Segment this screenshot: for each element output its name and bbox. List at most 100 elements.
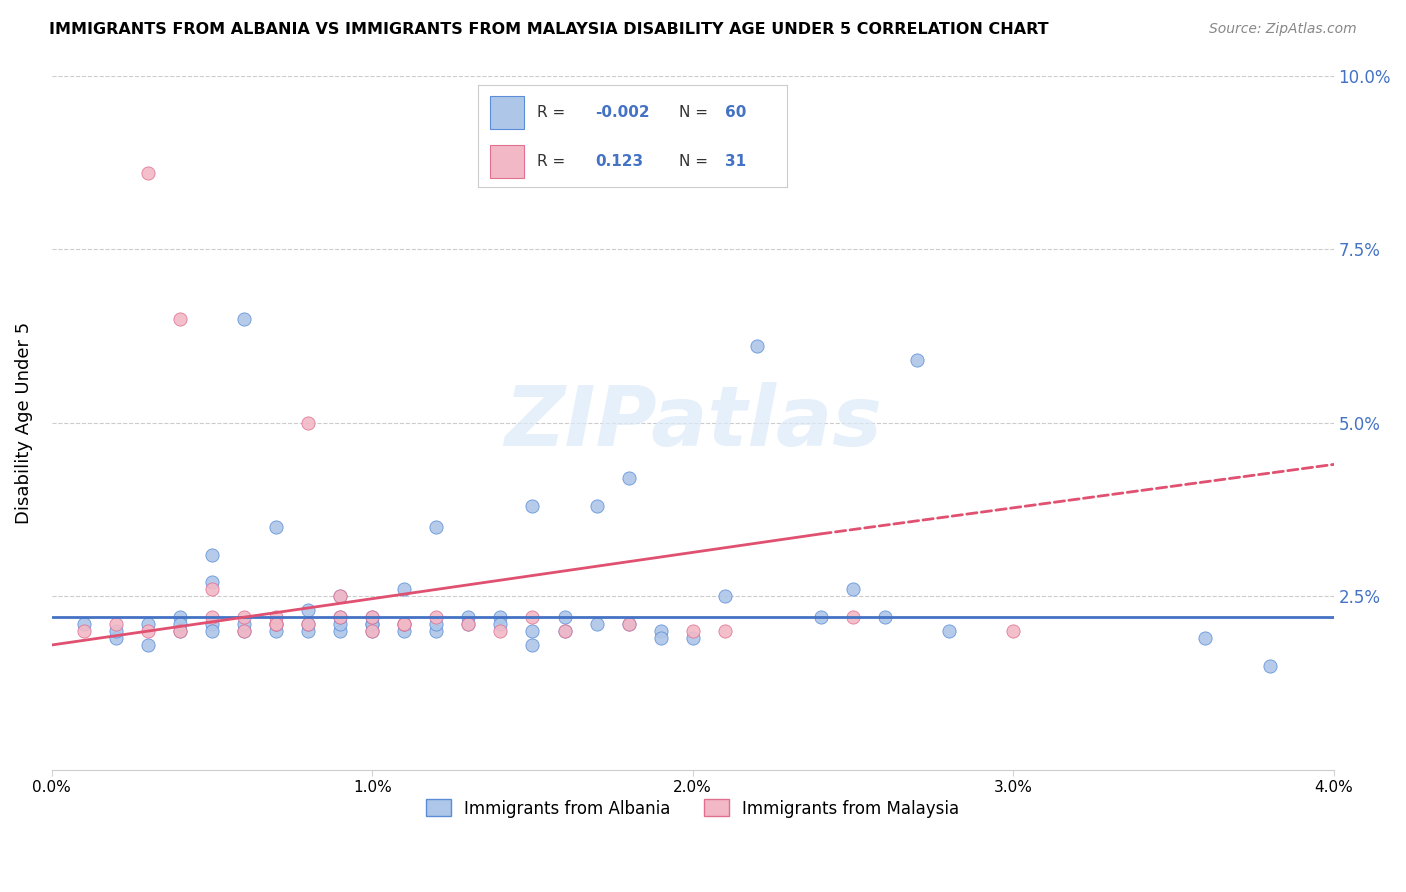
Point — [394, 617, 416, 632]
Point — [201, 624, 224, 639]
Point — [905, 353, 928, 368]
Point — [264, 610, 287, 624]
Text: R =: R = — [537, 105, 565, 120]
Point — [842, 582, 865, 597]
Point — [425, 624, 447, 639]
Text: N =: N = — [679, 105, 709, 120]
Point — [329, 610, 352, 624]
Point — [361, 617, 384, 632]
Point — [297, 624, 319, 639]
Point — [104, 617, 127, 632]
Text: 60: 60 — [725, 105, 747, 120]
Text: IMMIGRANTS FROM ALBANIA VS IMMIGRANTS FROM MALAYSIA DISABILITY AGE UNDER 5 CORRE: IMMIGRANTS FROM ALBANIA VS IMMIGRANTS FR… — [49, 22, 1049, 37]
Point — [169, 624, 191, 639]
Point — [73, 617, 96, 632]
Point — [553, 624, 575, 639]
Text: Source: ZipAtlas.com: Source: ZipAtlas.com — [1209, 22, 1357, 37]
Point — [394, 624, 416, 639]
Point — [233, 624, 256, 639]
Point — [233, 624, 256, 639]
Point — [810, 610, 832, 624]
Point — [873, 610, 896, 624]
Point — [553, 610, 575, 624]
Point — [169, 311, 191, 326]
Text: ZIPatlas: ZIPatlas — [503, 383, 882, 463]
Point — [201, 610, 224, 624]
Point — [169, 617, 191, 632]
Point — [682, 624, 704, 639]
Point — [1258, 658, 1281, 673]
Point — [361, 624, 384, 639]
Point — [201, 582, 224, 597]
Point — [136, 617, 159, 632]
Y-axis label: Disability Age Under 5: Disability Age Under 5 — [15, 322, 32, 524]
Point — [361, 610, 384, 624]
Point — [713, 590, 735, 604]
Point — [489, 610, 512, 624]
Point — [1002, 624, 1025, 639]
Point — [233, 311, 256, 326]
Point — [585, 499, 607, 513]
Text: N =: N = — [679, 154, 709, 169]
Point — [169, 610, 191, 624]
FancyBboxPatch shape — [491, 145, 524, 178]
Text: -0.002: -0.002 — [596, 105, 650, 120]
Point — [457, 617, 479, 632]
FancyBboxPatch shape — [491, 96, 524, 128]
Point — [201, 617, 224, 632]
Point — [329, 624, 352, 639]
Point — [104, 624, 127, 639]
Point — [457, 617, 479, 632]
Point — [489, 624, 512, 639]
Point — [264, 624, 287, 639]
Point — [585, 617, 607, 632]
Point — [264, 617, 287, 632]
Point — [136, 166, 159, 180]
Point — [169, 624, 191, 639]
Point — [745, 339, 768, 353]
Point — [297, 617, 319, 632]
Text: 0.123: 0.123 — [596, 154, 644, 169]
Point — [617, 471, 640, 485]
Point — [361, 617, 384, 632]
Point — [425, 610, 447, 624]
Point — [617, 617, 640, 632]
Point — [713, 624, 735, 639]
Point — [394, 617, 416, 632]
Point — [73, 624, 96, 639]
Point — [136, 638, 159, 652]
Point — [425, 520, 447, 534]
Point — [136, 624, 159, 639]
Point — [457, 610, 479, 624]
Point — [329, 590, 352, 604]
Point — [394, 617, 416, 632]
Point — [104, 631, 127, 645]
Point — [553, 624, 575, 639]
Point — [233, 617, 256, 632]
Point — [650, 624, 672, 639]
Point — [297, 617, 319, 632]
Point — [650, 631, 672, 645]
Point — [394, 582, 416, 597]
Point — [264, 617, 287, 632]
Point — [1194, 631, 1216, 645]
Point — [297, 416, 319, 430]
Point — [297, 603, 319, 617]
Legend: Immigrants from Albania, Immigrants from Malaysia: Immigrants from Albania, Immigrants from… — [419, 793, 966, 824]
Point — [329, 610, 352, 624]
Point — [201, 548, 224, 562]
Point — [522, 624, 544, 639]
Point — [522, 499, 544, 513]
Point — [329, 617, 352, 632]
Point — [938, 624, 960, 639]
Point — [361, 624, 384, 639]
Point — [233, 610, 256, 624]
Point — [682, 631, 704, 645]
Point — [264, 617, 287, 632]
Point — [617, 617, 640, 632]
Point — [264, 520, 287, 534]
Point — [489, 617, 512, 632]
Text: R =: R = — [537, 154, 565, 169]
Point — [201, 575, 224, 590]
Point — [361, 610, 384, 624]
